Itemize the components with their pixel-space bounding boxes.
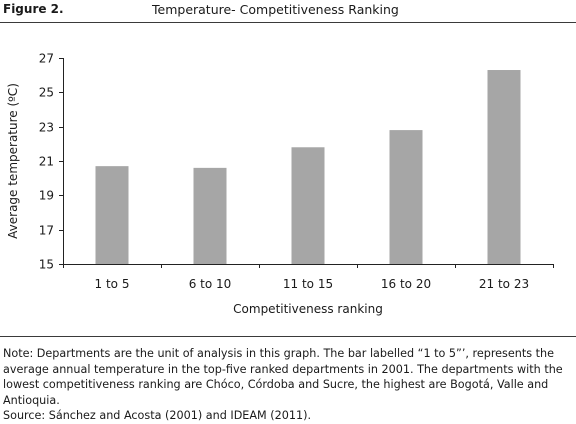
y-axis-title: Average temperature (ºC)	[6, 83, 20, 239]
x-axis-title: Competitiveness ranking	[233, 302, 383, 316]
y-tick-label: 17	[39, 224, 54, 238]
figure-note: Note: Departments are the unit of analys…	[3, 346, 575, 424]
y-tick-label: 23	[39, 121, 54, 135]
top-rule	[0, 22, 576, 23]
bar	[487, 70, 521, 264]
bar	[95, 166, 129, 264]
x-tick-label: 11 to 15	[283, 277, 333, 291]
figure-label: Figure 2.	[3, 2, 64, 16]
bottom-rule	[0, 336, 576, 337]
y-ticks: 15 17 19 21 23 25 27	[39, 52, 63, 272]
y-tick-label: 25	[39, 86, 54, 100]
x-axis	[63, 264, 554, 268]
figure-header: Figure 2. Temperature- Competitiveness R…	[0, 0, 576, 22]
x-tick-label: 21 to 23	[479, 277, 529, 291]
y-tick-label: 15	[39, 258, 54, 272]
bar	[291, 147, 325, 264]
bar	[389, 130, 423, 264]
x-tick-label: 1 to 5	[95, 277, 130, 291]
figure-title: Temperature- Competitiveness Ranking	[152, 2, 399, 17]
bars	[95, 70, 521, 264]
x-ticks: 1 to 5 6 to 10 11 to 15 16 to 20 21 to 23	[95, 277, 530, 291]
y-tick-label: 27	[39, 52, 54, 66]
y-tick-label: 21	[39, 155, 54, 169]
x-tick-label: 16 to 20	[381, 277, 431, 291]
note-text: Note: Departments are the unit of analys…	[3, 347, 563, 407]
x-tick-label: 6 to 10	[189, 277, 232, 291]
bar	[193, 167, 227, 264]
bar-chart: 15 17 19 21 23 25 27 1 to 5 6 to 10 11 to 15 16 t…	[6, 52, 554, 316]
y-tick-label: 19	[39, 189, 54, 203]
note-source: Source: Sánchez and Acosta (2001) and ID…	[3, 409, 311, 423]
